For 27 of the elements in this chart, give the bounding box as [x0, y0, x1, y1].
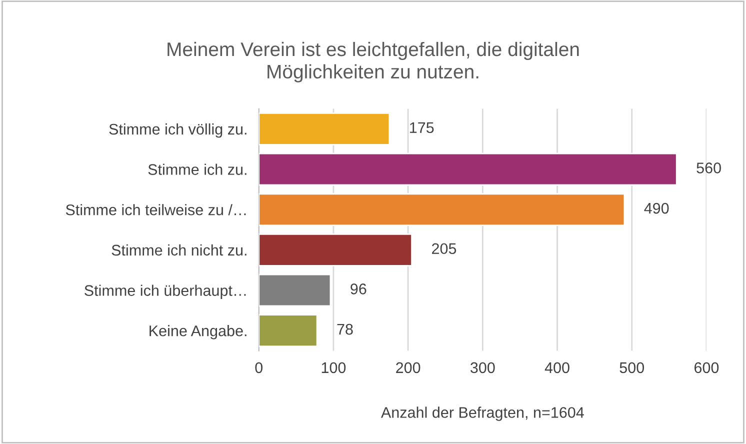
data-label: 560 [696, 162, 721, 174]
y-tick-label: Stimme ich überhaupt… [84, 284, 246, 299]
bar [258, 274, 332, 307]
x-tick-label: 500 [620, 362, 644, 374]
bar [258, 234, 412, 266]
x-tick-label: 100 [322, 362, 346, 374]
x-axis-title: Anzahl der Befragten, n=1604 [380, 406, 584, 421]
y-tick-label: Stimme ich zu. [148, 164, 246, 175]
x-tick-label: 400 [544, 362, 570, 374]
data-label: 175 [410, 122, 434, 134]
y-tick-label: Keine Angabe. [150, 325, 246, 340]
y-tick-label: Stimme ich teilweise zu /… [66, 204, 246, 216]
x-tick-label: 200 [396, 362, 420, 374]
data-label: 78 [337, 324, 353, 335]
data-label: 205 [432, 243, 456, 254]
chart-title: Meinem Verein ist es leichtgefallen, die digitalen Möglichkeiten zu nutzen. [168, 42, 579, 82]
data-label: 490 [644, 202, 669, 214]
x-tick-label: 300 [470, 362, 495, 374]
bar [258, 112, 390, 146]
y-tick-label: Stimme ich nicht zu. [112, 244, 246, 256]
bar [258, 193, 626, 226]
bar [258, 152, 678, 186]
data-label: 96 [350, 284, 366, 294]
x-tick-label: 0 [255, 362, 263, 374]
y-tick-label: Stimme ich völlig zu. [109, 123, 246, 138]
x-tick-label: 600 [694, 362, 719, 374]
bar [258, 314, 318, 348]
